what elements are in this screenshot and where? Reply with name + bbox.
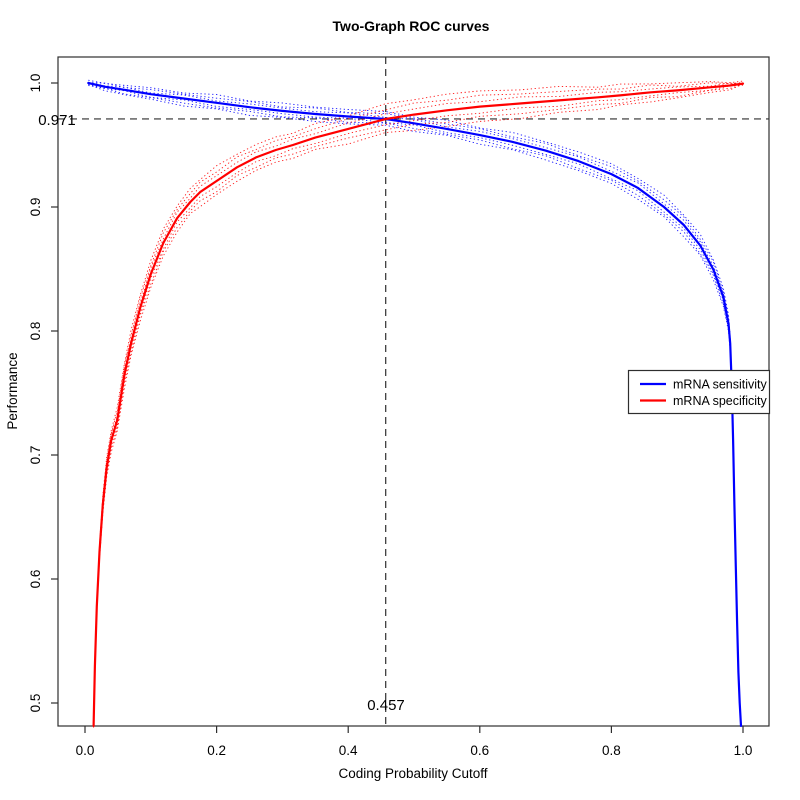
ci-upper-specificity [93, 80, 744, 724]
specificity-curve [92, 82, 745, 728]
x-tick-label: 0.6 [470, 743, 489, 758]
crosshair-lines [58, 57, 769, 726]
chart-title: Two-Graph ROC curves [333, 18, 490, 34]
ci-upper-specificity [93, 82, 744, 727]
legend-sensitivity-label: mRNA sensitivity [673, 378, 768, 392]
x-tick-label: 0.8 [602, 743, 621, 758]
legend-box [627, 369, 771, 415]
roc-curves [87, 81, 745, 728]
y-tick-label: 0.9 [28, 198, 43, 217]
y-axis-ticks: 0.5 0.6 0.7 0.8 0.9 1.0 [28, 74, 58, 713]
x-tick-label: 1.0 [734, 743, 753, 758]
legend: mRNA sensitivity mRNA specificity [627, 369, 771, 415]
y-tick-label: 0.5 [28, 694, 43, 713]
ci-lower-specificity [93, 83, 744, 727]
x-tick-label: 0.4 [339, 743, 358, 758]
crosshair-y-value-label: 0.971 [38, 112, 76, 129]
x-tick-label: 0.2 [207, 743, 226, 758]
crosshair-x-value-label: 0.457 [367, 697, 405, 714]
y-tick-label: 0.8 [28, 322, 43, 341]
x-axis-label: Coding Probability Cutoff [338, 766, 487, 781]
x-tick-label: 0.0 [76, 743, 95, 758]
legend-specificity-label: mRNA specificity [673, 394, 768, 408]
y-tick-label: 0.6 [28, 570, 43, 589]
sensitivity-curve [87, 81, 743, 728]
y-tick-label: 0.7 [28, 446, 43, 465]
x-axis-ticks: 0.0 0.2 0.4 0.6 0.8 1.0 [76, 726, 753, 758]
y-tick-label: 1.0 [28, 74, 43, 93]
y-axis-label: Performance [5, 352, 20, 429]
